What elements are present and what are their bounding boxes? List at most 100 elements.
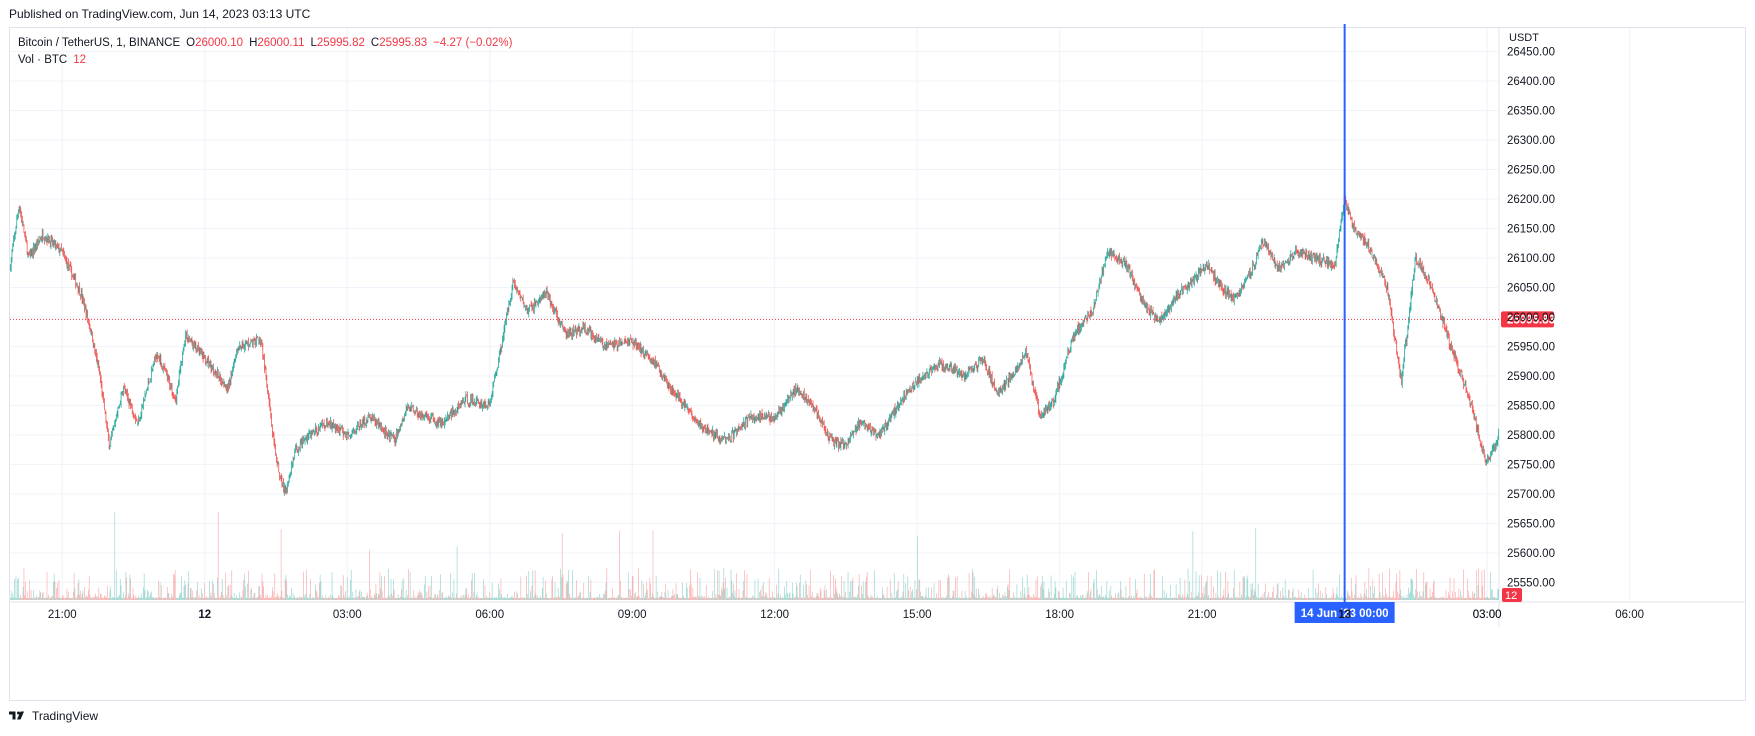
volume-bar: [665, 583, 667, 600]
volume-bar: [1428, 597, 1430, 600]
volume-bar: [1162, 576, 1163, 600]
volume-bar: [1240, 597, 1241, 600]
volume-bar: [1174, 597, 1175, 600]
volume-bar: [393, 579, 394, 600]
volume-bar: [413, 597, 415, 600]
volume-bar: [532, 570, 534, 600]
volume-bar: [1303, 597, 1304, 600]
volume-bar: [906, 597, 908, 600]
volume-bar: [885, 597, 886, 600]
volume-bar: [1275, 597, 1277, 600]
volume-bar: [255, 597, 256, 600]
volume-bar: [1014, 596, 1015, 600]
volume-bar: [910, 597, 912, 600]
volume-bar: [1378, 573, 1380, 600]
volume-bar: [1149, 593, 1151, 600]
volume-bar: [123, 592, 124, 600]
volume-bar: [690, 569, 691, 600]
volume-bar: [73, 572, 75, 600]
volume-bar: [64, 597, 65, 600]
volume-bar: [830, 570, 831, 600]
price-axis[interactable]: 25550.0025600.0025650.0025700.0025750.00…: [1507, 32, 1555, 589]
volume-bar: [221, 579, 223, 600]
volume-bar: [734, 590, 736, 600]
candle-series: [9, 194, 1500, 496]
volume-bar: [1322, 593, 1323, 600]
volume-bar: [768, 597, 769, 600]
volume-bar: [1283, 595, 1284, 600]
volume-bar: [1492, 597, 1494, 600]
volume-bar: [1290, 597, 1292, 600]
volume-bar: [38, 596, 40, 600]
volume-bar: [869, 597, 870, 600]
volume-bar: [610, 597, 612, 600]
volume-bar: [147, 589, 148, 600]
volume-bar: [478, 597, 479, 600]
volume-bar: [248, 570, 249, 600]
volume-bar: [932, 598, 933, 600]
volume-bar: [1213, 598, 1215, 600]
volume-bar: [245, 597, 247, 600]
volume-bar: [637, 596, 639, 600]
volume-bar: [1497, 588, 1499, 600]
volume-bar: [675, 583, 677, 600]
volume-bar: [1280, 591, 1281, 600]
volume-bar: [531, 585, 533, 600]
volume-bar: [1034, 598, 1036, 600]
volume-bar: [1305, 597, 1307, 600]
volume-bar: [614, 597, 616, 600]
volume-bar: [957, 597, 959, 600]
chart-frame[interactable]: [9, 27, 1746, 701]
volume-bar: [111, 597, 112, 600]
volume-bar: [1280, 597, 1282, 600]
volume-bar: [1316, 592, 1318, 600]
volume-bar: [533, 595, 535, 600]
volume-bar: [1135, 593, 1137, 600]
volume-bar: [838, 593, 840, 600]
volume-bar: [769, 597, 771, 600]
volume-bar: [612, 598, 614, 600]
volume-bar: [1461, 595, 1463, 600]
volume-bar: [971, 568, 973, 600]
volume-bar: [442, 591, 444, 600]
volume-bar: [851, 580, 853, 600]
volume-bar: [992, 596, 994, 600]
volume-bar: [865, 581, 866, 600]
volume-bar: [598, 597, 600, 600]
volume-bar: [1363, 593, 1365, 600]
volume-bar: [529, 597, 530, 600]
volume-bar: [1012, 597, 1014, 600]
volume-bar: [161, 585, 163, 600]
volume-bar: [306, 569, 307, 600]
volume-bar: [1392, 596, 1394, 600]
volume-bar: [1088, 597, 1090, 600]
volume-bar: [991, 597, 992, 600]
volume-bar: [819, 587, 821, 600]
volume-value: 12: [73, 54, 87, 66]
symbol-label: Bitcoin / TetherUS, 1, BINANCE: [18, 37, 181, 49]
volume-bar: [317, 597, 319, 600]
volume-bar: [118, 596, 120, 600]
volume-bar: [711, 597, 713, 600]
time-axis[interactable]: 21:00 12 03:00 06:00 09:00 12:00 15:00 18:00 21:…: [48, 609, 1755, 621]
volume-bar: [537, 595, 538, 600]
volume-bar: [310, 579, 311, 600]
volume-bar: [813, 598, 815, 600]
volume-bar: [802, 597, 804, 600]
volume-bar: [648, 597, 650, 600]
volume-bar: [154, 597, 156, 600]
volume-bar: [1210, 575, 1212, 600]
volume-bar: [190, 588, 192, 600]
volume-bar: [1331, 596, 1332, 600]
footer[interactable]: TradingView: [9, 709, 98, 723]
volume-bar: [759, 592, 761, 600]
volume-bar: [527, 597, 529, 600]
volume-bar: [695, 595, 697, 600]
volume-bar: [916, 536, 918, 600]
volume-bar: [1413, 594, 1414, 600]
volume-bar: [280, 529, 282, 600]
volume-bar: [57, 597, 59, 600]
volume-bar: [1216, 597, 1218, 600]
last-price-label: 25995.83: [1507, 314, 1555, 326]
